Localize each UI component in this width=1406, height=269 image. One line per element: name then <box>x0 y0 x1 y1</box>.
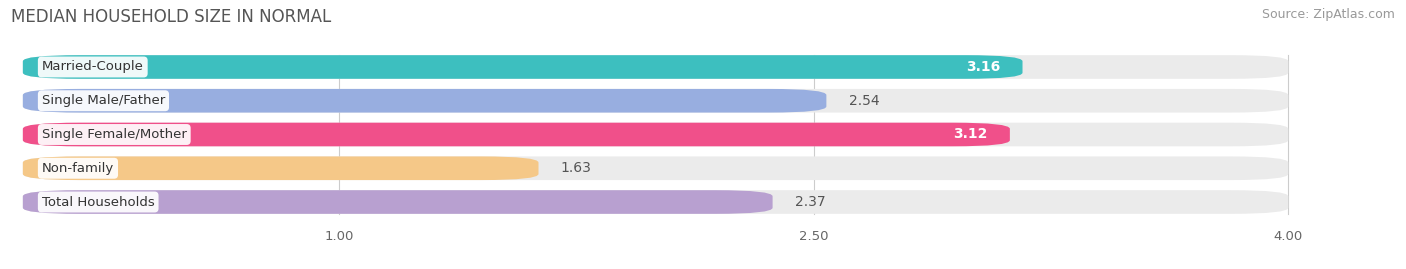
FancyBboxPatch shape <box>22 123 1288 146</box>
Text: 3.12: 3.12 <box>953 128 988 141</box>
Text: 1.63: 1.63 <box>561 161 592 175</box>
Text: Non-family: Non-family <box>42 162 114 175</box>
Text: Source: ZipAtlas.com: Source: ZipAtlas.com <box>1261 8 1395 21</box>
FancyBboxPatch shape <box>22 55 1288 79</box>
Text: MEDIAN HOUSEHOLD SIZE IN NORMAL: MEDIAN HOUSEHOLD SIZE IN NORMAL <box>11 8 332 26</box>
FancyBboxPatch shape <box>22 89 1288 112</box>
FancyBboxPatch shape <box>22 123 1010 146</box>
FancyBboxPatch shape <box>22 157 538 180</box>
Text: Single Female/Mother: Single Female/Mother <box>42 128 187 141</box>
Text: Total Households: Total Households <box>42 196 155 208</box>
FancyBboxPatch shape <box>22 190 773 214</box>
FancyBboxPatch shape <box>22 89 827 112</box>
Text: 2.54: 2.54 <box>849 94 879 108</box>
Text: 2.37: 2.37 <box>794 195 825 209</box>
FancyBboxPatch shape <box>22 55 1022 79</box>
Text: Single Male/Father: Single Male/Father <box>42 94 165 107</box>
Text: 3.16: 3.16 <box>966 60 1001 74</box>
Text: Married-Couple: Married-Couple <box>42 61 143 73</box>
FancyBboxPatch shape <box>22 190 1288 214</box>
FancyBboxPatch shape <box>22 157 1288 180</box>
